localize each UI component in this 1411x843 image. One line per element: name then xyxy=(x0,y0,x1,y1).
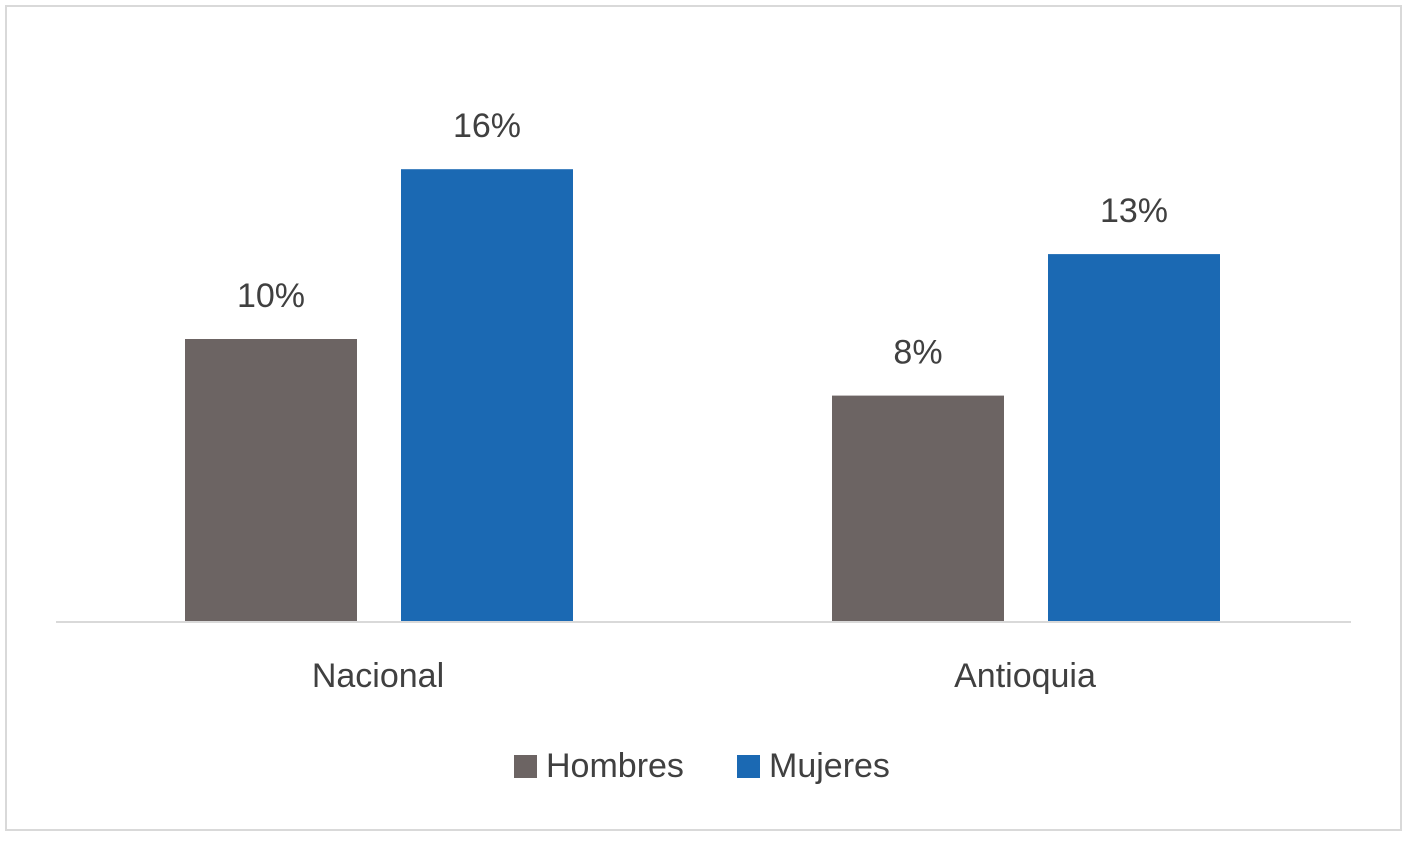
bar-hombres-nacional xyxy=(185,339,357,622)
bar-hombres-antioquia xyxy=(832,395,1004,622)
bar-mujeres-antioquia xyxy=(1048,254,1220,622)
data-label-mujeres-antioquia: 13% xyxy=(1100,192,1168,230)
category-labels-layer: Nacional Antioquia xyxy=(312,657,1096,695)
category-label-nacional: Nacional xyxy=(312,657,444,695)
bar-mujeres-nacional xyxy=(401,169,573,622)
category-label-antioquia: Antioquia xyxy=(954,657,1096,695)
data-labels-layer: 10% 16% 8% 13% xyxy=(237,107,1168,371)
bars-layer xyxy=(185,169,1220,622)
data-label-mujeres-nacional: 16% xyxy=(453,107,521,145)
legend-label-hombres: Hombres xyxy=(546,747,684,785)
legend: Hombres Mujeres xyxy=(514,747,890,785)
legend-label-mujeres: Mujeres xyxy=(769,747,890,785)
data-label-hombres-antioquia: 8% xyxy=(893,334,942,372)
data-label-hombres-nacional: 10% xyxy=(237,277,305,315)
legend-swatch-hombres xyxy=(514,755,537,778)
legend-swatch-mujeres xyxy=(737,755,760,778)
